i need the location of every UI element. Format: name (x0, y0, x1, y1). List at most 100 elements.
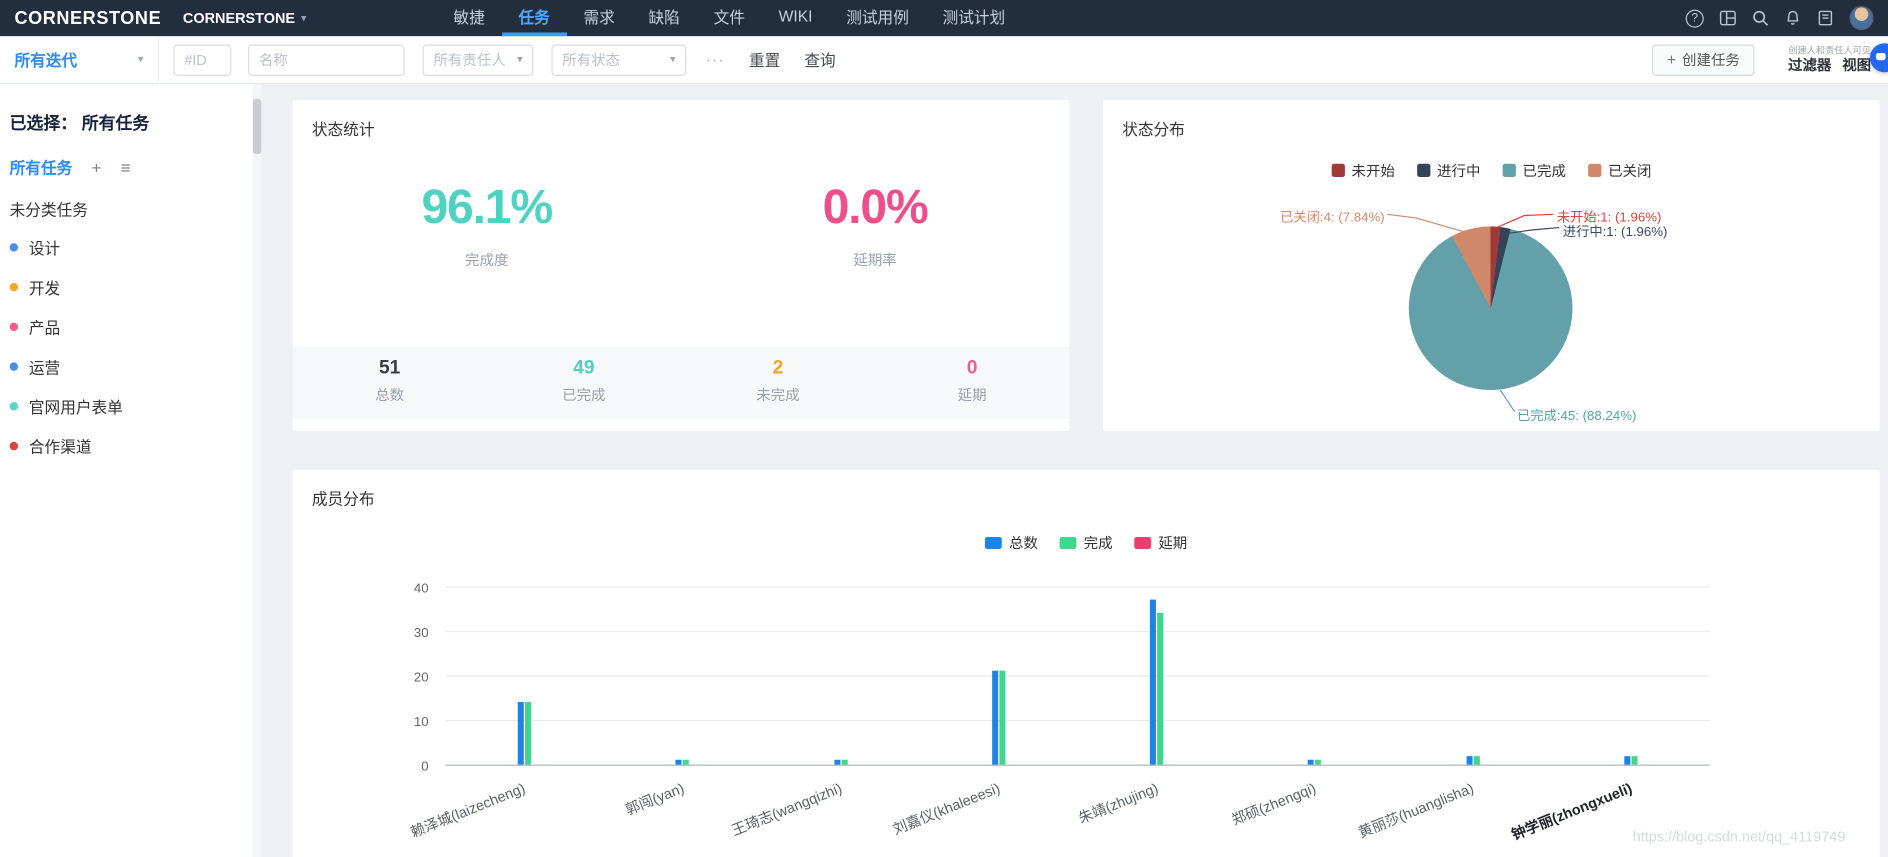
list-menu-icon[interactable]: ≡ (120, 157, 131, 177)
reset-button[interactable]: 重置 (749, 48, 780, 71)
view-toggle[interactable]: 视图 (1842, 56, 1872, 74)
visibility-note: 创建人和责任人可见 (1788, 45, 1872, 57)
y-tick-label: 20 (413, 670, 429, 686)
bar-x-labels: 赖泽城(laizecheng) 郭闯(yan) 王琦志(wangqizhi) 刘嘉仪(… (408, 774, 1710, 846)
bar-plot (445, 586, 1710, 766)
top-navbar: CORNERSTONE CORNERSTONE ▾ 敏捷 任务 需求 缺陷 文件… (0, 0, 1888, 37)
x-axis-label: 王琦志(wangqizhi) (728, 779, 844, 840)
nav-tab-agile[interactable]: 敏捷 (453, 8, 485, 27)
bar-总数[interactable] (517, 702, 524, 765)
pie-callout-not-started: 未开始:1: (1.96%) (1556, 210, 1662, 226)
legend-label: 进行中 (1437, 162, 1481, 180)
legend-label: 已关闭 (1608, 162, 1652, 180)
legend-item-delayed[interactable]: 延期 (1134, 532, 1187, 552)
sidebar-item-design[interactable]: 设计 (9, 228, 245, 268)
legend-swatch (1059, 536, 1077, 549)
x-axis-label: 朱靖(zhujing) (1075, 779, 1161, 827)
nav-tab-wiki[interactable]: WIKI (778, 7, 813, 26)
bar-完成[interactable] (841, 760, 848, 765)
summary-value: 0 (966, 357, 978, 379)
bar-总数[interactable] (675, 760, 682, 765)
legend-swatch (1587, 163, 1601, 177)
nav-tab-files[interactable]: 文件 (713, 8, 745, 27)
summary-label: 已完成 (562, 386, 606, 404)
bar-完成[interactable] (999, 671, 1006, 765)
legend-item-in-progress[interactable]: 进行中 (1416, 160, 1481, 180)
journal-icon[interactable] (1817, 10, 1834, 27)
task-id-input[interactable] (173, 43, 232, 76)
bar-group (1552, 588, 1710, 765)
bar-完成[interactable] (525, 702, 532, 765)
sidebar-item-uncategorized[interactable]: 未分类任务 (9, 201, 88, 220)
owner-select[interactable]: 所有责任人 ▾ (422, 43, 534, 76)
status-select[interactable]: 所有状态 ▾ (551, 43, 687, 76)
sidebar-item-development[interactable]: 开发 (9, 267, 245, 307)
x-axis-label: 黄丽莎(huanglisha) (1355, 779, 1477, 842)
status-select-value: 所有状态 (562, 51, 621, 69)
legend-swatch (1502, 163, 1516, 177)
bar-总数[interactable] (992, 671, 999, 765)
create-task-button[interactable]: + 创建任务 (1652, 43, 1755, 76)
category-label: 运营 (28, 358, 61, 377)
apps-grid-icon[interactable] (1719, 10, 1736, 27)
legend-item-total[interactable]: 总数 (984, 532, 1038, 552)
filter-toggle[interactable]: 过滤器 (1788, 56, 1832, 74)
sidebar-scrollbar[interactable] (252, 84, 262, 857)
bar-group (1078, 588, 1236, 765)
sidebar-item-partner-channel[interactable]: 合作渠道 (9, 426, 245, 466)
bar-总数[interactable] (1624, 755, 1631, 765)
legend-item-done[interactable]: 完成 (1059, 532, 1113, 552)
scrollbar-thumb[interactable] (252, 98, 262, 155)
completion-value: 96.1% (421, 180, 553, 234)
card-title: 状态分布 (1122, 120, 1185, 139)
add-category-icon[interactable]: + (91, 157, 102, 177)
bell-icon[interactable] (1784, 10, 1801, 27)
assistant-float-button[interactable] (1869, 43, 1888, 73)
delay-value: 0.0% (822, 180, 929, 234)
task-name-input[interactable] (248, 43, 405, 76)
bar-group (762, 588, 920, 765)
summary-delayed: 0 延期 (875, 347, 1069, 419)
nav-tab-defects[interactable]: 缺陷 (648, 8, 680, 27)
search-icon[interactable] (1752, 10, 1769, 27)
summary-value: 51 (378, 357, 401, 379)
bar-总数[interactable] (1150, 599, 1157, 765)
nav-tab-test-cases[interactable]: 测试用例 (846, 8, 909, 27)
workspace-switcher[interactable]: CORNERSTONE ▾ (183, 10, 307, 27)
legend-item-not-started[interactable]: 未开始 (1331, 160, 1395, 180)
chevron-down-icon: ▾ (517, 52, 523, 66)
selected-prefix: 已选择： (9, 113, 78, 133)
query-button[interactable]: 查询 (804, 48, 835, 71)
legend-item-completed[interactable]: 已完成 (1502, 160, 1566, 180)
x-axis-label: 郭闯(yan) (622, 779, 686, 819)
bar-总数[interactable] (833, 760, 840, 765)
x-axis-label: 赖泽城(laizecheng) (408, 779, 528, 841)
sidebar-item-operations[interactable]: 运营 (9, 347, 245, 387)
bar-完成[interactable] (1315, 760, 1322, 765)
category-label: 合作渠道 (28, 438, 92, 457)
completion-stat: 96.1% 完成度 (293, 181, 681, 270)
category-label: 产品 (28, 319, 61, 338)
help-icon[interactable]: ? (1685, 9, 1704, 28)
bar-完成[interactable] (683, 760, 690, 765)
sidebar-item-product[interactable]: 产品 (9, 307, 245, 347)
bar-总数[interactable] (1466, 755, 1473, 765)
sidebar-item-all-tasks[interactable]: 所有任务 (9, 158, 73, 177)
status-pie-chart[interactable] (1408, 226, 1573, 391)
bar-完成[interactable] (1473, 755, 1480, 765)
sidebar-item-website-form[interactable]: 官网用户表单 (9, 387, 245, 427)
pie-callout-in-progress: 进行中:1: (1.96%) (1562, 225, 1668, 240)
member-distribution-card: 成员分布 总数 完成 延期 0 10 20 30 40 (292, 469, 1880, 857)
legend-label: 未开始 (1351, 162, 1395, 180)
bar-总数[interactable] (1308, 760, 1315, 765)
nav-tab-test-plans[interactable]: 测试计划 (942, 8, 1006, 27)
more-filters-icon[interactable]: ··· (705, 50, 725, 69)
nav-tab-tasks[interactable]: 任务 (501, 0, 567, 37)
bar-完成[interactable] (1157, 613, 1164, 765)
x-axis-label: 钟学丽(zhongxueli) (1508, 779, 1635, 844)
iteration-dropdown[interactable]: 所有迭代 ▾ (0, 36, 159, 84)
nav-tab-requirements[interactable]: 需求 (583, 8, 615, 27)
user-avatar[interactable] (1849, 6, 1874, 31)
legend-item-closed[interactable]: 已关闭 (1587, 160, 1652, 180)
bar-完成[interactable] (1631, 755, 1638, 765)
